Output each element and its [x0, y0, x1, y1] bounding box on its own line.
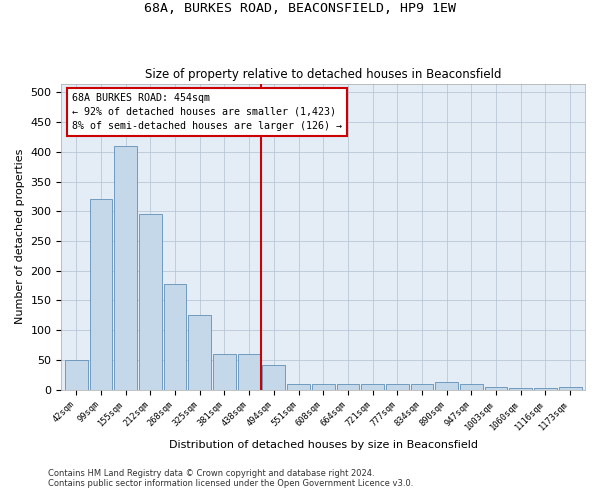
Title: Size of property relative to detached houses in Beaconsfield: Size of property relative to detached ho… — [145, 68, 502, 81]
Bar — [164, 284, 187, 390]
Bar — [534, 388, 557, 390]
Bar — [139, 214, 161, 390]
Bar — [386, 384, 409, 390]
Bar — [410, 384, 433, 390]
Bar — [337, 384, 359, 390]
Bar — [312, 384, 335, 390]
Bar — [287, 384, 310, 390]
Text: 68A, BURKES ROAD, BEACONSFIELD, HP9 1EW: 68A, BURKES ROAD, BEACONSFIELD, HP9 1EW — [144, 2, 456, 16]
Text: 68A BURKES ROAD: 454sqm
← 92% of detached houses are smaller (1,423)
8% of semi-: 68A BURKES ROAD: 454sqm ← 92% of detache… — [72, 92, 342, 130]
Bar — [436, 382, 458, 390]
Text: Contains HM Land Registry data © Crown copyright and database right 2024.: Contains HM Land Registry data © Crown c… — [48, 468, 374, 477]
Bar — [89, 200, 112, 390]
Bar — [460, 384, 483, 390]
Bar — [238, 354, 260, 390]
Bar — [361, 384, 384, 390]
Y-axis label: Number of detached properties: Number of detached properties — [15, 149, 25, 324]
Text: Contains public sector information licensed under the Open Government Licence v3: Contains public sector information licen… — [48, 478, 413, 488]
Bar — [262, 364, 285, 390]
Bar — [559, 386, 581, 390]
Bar — [65, 360, 88, 390]
Bar — [213, 354, 236, 390]
Bar — [114, 146, 137, 390]
Bar — [188, 316, 211, 390]
Bar — [509, 388, 532, 390]
X-axis label: Distribution of detached houses by size in Beaconsfield: Distribution of detached houses by size … — [169, 440, 478, 450]
Bar — [485, 386, 508, 390]
